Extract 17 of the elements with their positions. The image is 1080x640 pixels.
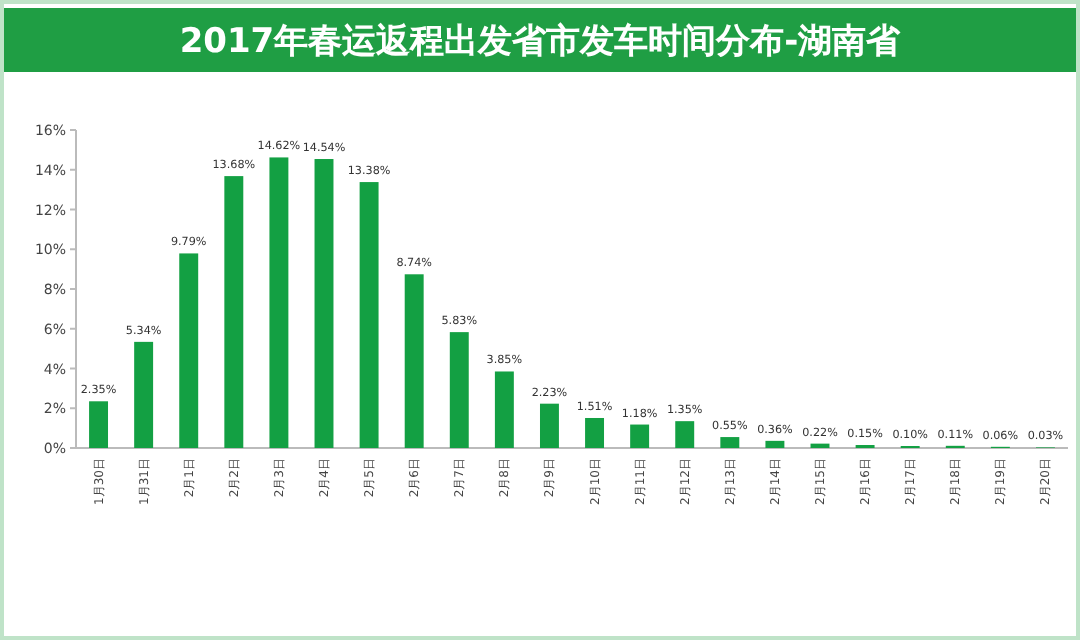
bar xyxy=(224,176,244,448)
bar xyxy=(630,424,650,448)
bar xyxy=(314,159,334,448)
bar xyxy=(675,421,695,448)
bar xyxy=(404,274,424,448)
bar xyxy=(765,440,785,448)
bar xyxy=(179,253,199,448)
bar xyxy=(89,401,109,448)
bar xyxy=(359,182,379,448)
bar xyxy=(494,371,514,448)
bar xyxy=(539,403,559,448)
bar xyxy=(269,157,289,448)
chart-title: 2017年春运返程出发省市发车时间分布-湖南省 xyxy=(179,22,903,62)
bar xyxy=(720,437,740,448)
bar xyxy=(449,332,469,448)
bar xyxy=(585,417,605,448)
bar xyxy=(134,341,154,448)
